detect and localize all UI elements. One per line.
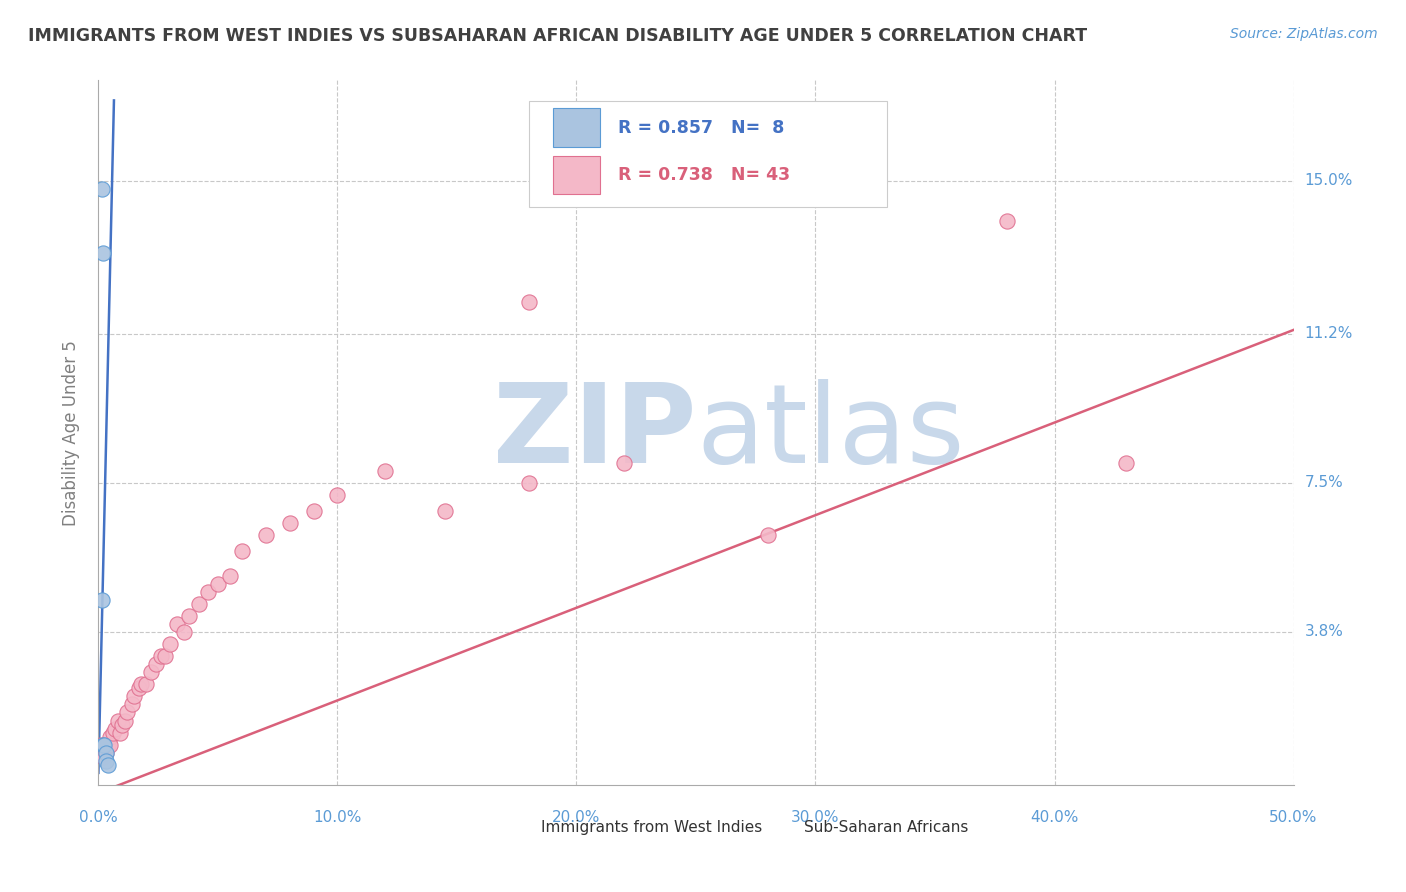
Point [613, 456, 636, 470]
Point [187, 597, 209, 611]
Point [149, 649, 172, 664]
Bar [768, 817, 797, 838]
Text: 11.2%: 11.2% [1305, 326, 1353, 342]
Bar [529, 102, 887, 207]
Bar [553, 109, 600, 147]
Point [756, 528, 779, 542]
Point [128, 681, 150, 696]
Point [995, 214, 1018, 228]
Text: R = 0.857   N=  8: R = 0.857 N= 8 [619, 119, 785, 136]
Point [98, 730, 122, 744]
Point [179, 608, 201, 623]
Point [434, 504, 457, 518]
Point [278, 516, 301, 531]
Text: 20.0%: 20.0% [553, 810, 600, 825]
Point [1115, 456, 1137, 470]
Point [302, 504, 325, 518]
Bar [505, 817, 534, 838]
Point [219, 568, 242, 582]
Point [94, 738, 117, 752]
Point [94, 746, 117, 760]
Text: 40.0%: 40.0% [1031, 810, 1078, 825]
Point [111, 717, 134, 731]
Point [173, 624, 195, 639]
Point [91, 749, 114, 764]
Text: ZIP: ZIP [492, 379, 696, 486]
Point [145, 657, 167, 672]
Point [91, 592, 114, 607]
Text: 3.8%: 3.8% [1305, 624, 1344, 640]
Text: Immigrants from West Indies: Immigrants from West Indies [541, 820, 762, 835]
Point [101, 725, 124, 739]
Text: Source: ZipAtlas.com: Source: ZipAtlas.com [1230, 27, 1378, 41]
Text: 10.0%: 10.0% [314, 810, 361, 825]
Point [326, 488, 349, 502]
Point [254, 528, 277, 542]
Point [107, 714, 129, 728]
Point [374, 464, 396, 478]
Point [231, 544, 253, 558]
Bar [553, 156, 600, 194]
Point [94, 754, 117, 768]
Point [197, 584, 219, 599]
Point [131, 677, 153, 691]
Point [94, 746, 117, 760]
Point [114, 714, 136, 728]
Point [98, 738, 122, 752]
Text: 30.0%: 30.0% [792, 810, 839, 825]
Text: R = 0.738   N= 43: R = 0.738 N= 43 [619, 166, 790, 184]
Point [91, 182, 114, 196]
Point [159, 637, 181, 651]
Point [91, 246, 114, 260]
Point [115, 706, 138, 720]
Text: atlas: atlas [696, 379, 965, 486]
Point [207, 576, 229, 591]
Point [517, 475, 540, 490]
Text: Sub-Saharan Africans: Sub-Saharan Africans [804, 820, 967, 835]
Point [139, 665, 162, 680]
Point [135, 677, 157, 691]
Point [93, 738, 115, 752]
Text: IMMIGRANTS FROM WEST INDIES VS SUBSAHARAN AFRICAN DISABILITY AGE UNDER 5 CORRELA: IMMIGRANTS FROM WEST INDIES VS SUBSAHARA… [28, 27, 1087, 45]
Text: 50.0%: 50.0% [1270, 810, 1317, 825]
Point [104, 722, 127, 736]
Point [166, 616, 188, 631]
Text: 15.0%: 15.0% [1305, 173, 1353, 188]
Point [90, 746, 112, 760]
Point [108, 725, 131, 739]
Text: 7.5%: 7.5% [1305, 475, 1343, 491]
Y-axis label: Disability Age Under 5: Disability Age Under 5 [62, 340, 80, 525]
Text: 0.0%: 0.0% [79, 810, 118, 825]
Point [97, 738, 120, 752]
Point [90, 738, 112, 752]
Point [97, 757, 120, 772]
Point [91, 741, 114, 756]
Point [121, 698, 143, 712]
Point [124, 690, 146, 704]
Point [155, 649, 177, 664]
Point [517, 294, 540, 309]
Point [91, 738, 114, 752]
